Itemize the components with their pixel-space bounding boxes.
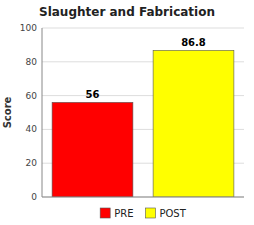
bar	[52, 102, 133, 197]
legend: PRE POST	[100, 208, 187, 219]
x-axis-line	[42, 197, 244, 198]
grid	[42, 28, 244, 197]
y-tick-label: 0	[31, 192, 37, 202]
y-tick-label: 100	[20, 23, 37, 33]
data-label: 56	[86, 89, 100, 100]
y-tick-label: 60	[26, 91, 38, 101]
grid-line	[42, 28, 244, 29]
legend-item: PRE	[100, 208, 133, 219]
legend-label: POST	[159, 208, 186, 219]
chart-container: Slaughter and Fabrication Score 0 20 40 60 80 1…	[0, 0, 254, 225]
legend-label: PRE	[114, 208, 133, 219]
bars	[52, 50, 234, 197]
data-label: 86.8	[181, 37, 206, 48]
y-tick-label: 20	[26, 158, 38, 168]
legend-item: POST	[145, 208, 186, 219]
grid-line	[42, 197, 244, 198]
y-tick-label: 40	[26, 124, 38, 134]
y-axis-label: Score	[2, 96, 13, 128]
y-axis-line	[42, 28, 43, 197]
y-tick-label: 80	[26, 57, 38, 67]
legend-swatch	[145, 208, 155, 218]
title: Slaughter and Fabrication	[39, 5, 215, 19]
chart: Slaughter and Fabrication Score 0 20 40 60 80 1…	[0, 0, 254, 225]
legend-swatch	[100, 208, 110, 218]
bar	[153, 50, 234, 197]
